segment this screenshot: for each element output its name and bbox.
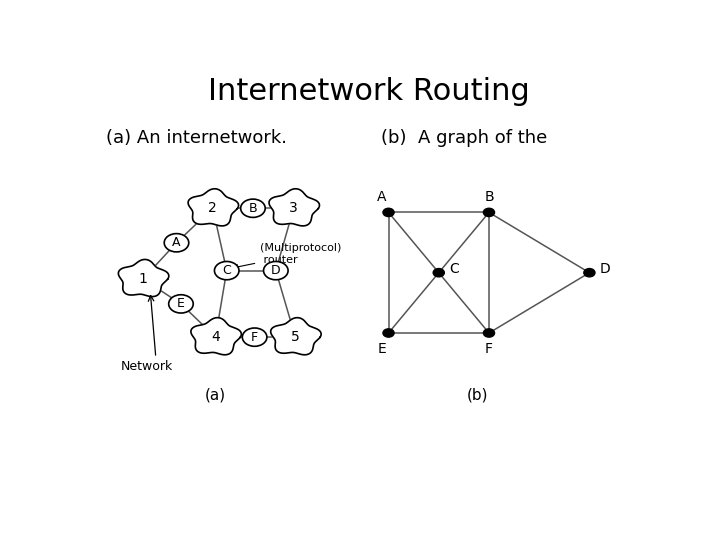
Text: (b)  A graph of the: (b) A graph of the	[381, 129, 547, 146]
Text: (a): (a)	[205, 388, 226, 403]
Text: E: E	[377, 342, 386, 356]
Text: (b): (b)	[467, 388, 489, 403]
Circle shape	[483, 208, 495, 217]
Circle shape	[215, 261, 239, 280]
Polygon shape	[191, 318, 241, 355]
Polygon shape	[188, 189, 238, 226]
Circle shape	[483, 329, 495, 337]
Circle shape	[584, 268, 595, 277]
Text: D: D	[271, 264, 281, 277]
Text: 4: 4	[211, 330, 220, 344]
Text: Network: Network	[121, 360, 173, 373]
Text: E: E	[177, 298, 185, 310]
Circle shape	[240, 199, 265, 218]
Text: F: F	[485, 342, 493, 356]
Text: A: A	[377, 190, 387, 204]
Circle shape	[383, 329, 394, 337]
Text: B: B	[248, 202, 257, 215]
Text: C: C	[449, 262, 459, 276]
Text: 5: 5	[291, 330, 300, 344]
Text: 1: 1	[138, 272, 148, 286]
Circle shape	[433, 268, 444, 277]
Circle shape	[264, 261, 288, 280]
Circle shape	[168, 295, 193, 313]
Text: D: D	[600, 262, 611, 276]
Circle shape	[164, 234, 189, 252]
Text: (Multiprotocol)
 router: (Multiprotocol) router	[233, 243, 341, 269]
Text: F: F	[251, 330, 258, 343]
Text: A: A	[172, 237, 181, 249]
Polygon shape	[269, 189, 320, 226]
Text: (a) An internetwork.: (a) An internetwork.	[106, 129, 287, 146]
Circle shape	[243, 328, 267, 346]
Polygon shape	[271, 318, 321, 355]
Text: C: C	[222, 264, 231, 277]
Text: 2: 2	[208, 201, 217, 215]
Polygon shape	[118, 259, 168, 296]
Circle shape	[383, 208, 394, 217]
Text: Internetwork Routing: Internetwork Routing	[208, 77, 530, 106]
Text: 3: 3	[289, 201, 298, 215]
Text: B: B	[484, 190, 494, 204]
